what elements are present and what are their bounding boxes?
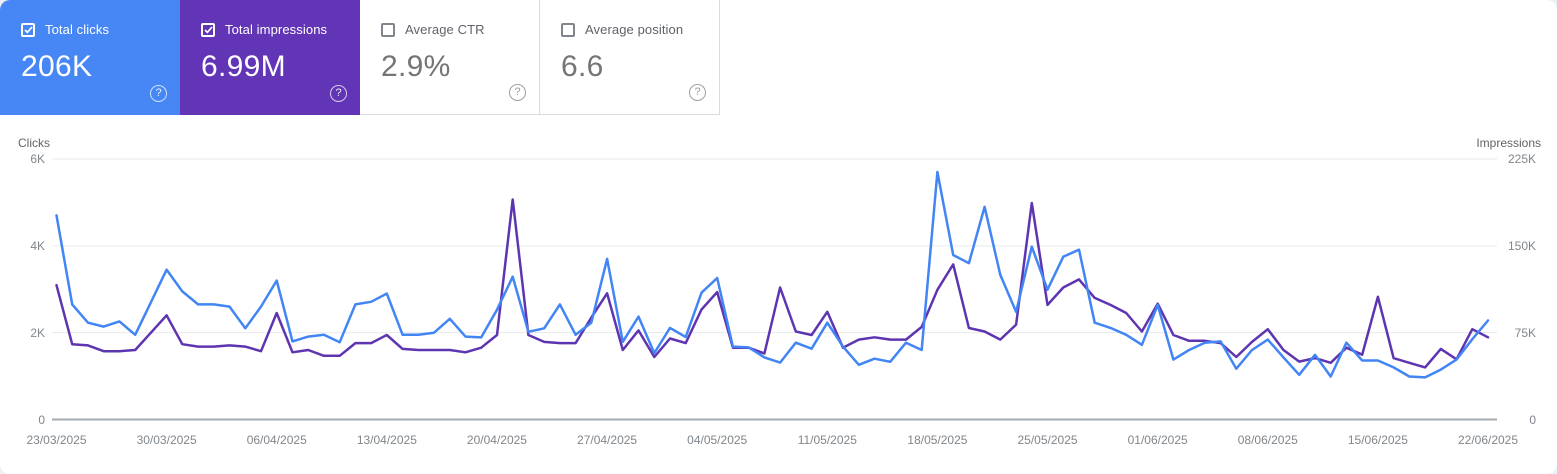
y-axis-tick-left: 4K (30, 238, 45, 253)
total-impressions-checkbox[interactable] (201, 22, 215, 37)
total-impressions-value: 6.99M (201, 50, 286, 83)
x-axis-tick: 20/04/2025 (466, 433, 527, 447)
x-axis-tick: 08/06/2025 (1237, 433, 1298, 447)
average-ctr-card-header: Average CTR (381, 22, 539, 37)
x-axis-tick: 13/04/2025 (356, 433, 417, 447)
x-axis-tick: 25/05/2025 (1017, 433, 1078, 447)
x-axis-tick: 01/06/2025 (1127, 433, 1188, 447)
average-ctr-value: 2.9% (381, 50, 451, 83)
x-axis-tick: 27/04/2025 (577, 433, 638, 447)
y-axis-tick-right: 75K (1514, 325, 1536, 340)
checkmark-icon (203, 25, 213, 34)
average-ctr-card[interactable]: Average CTR 2.9% ? (360, 0, 540, 115)
average-position-card-header: Average position (561, 22, 719, 37)
x-axis-tick: 23/03/2025 (26, 433, 87, 447)
average-position-value: 6.6 (561, 50, 604, 83)
average-position-checkbox[interactable] (561, 22, 575, 37)
x-axis-tick: 15/06/2025 (1347, 433, 1408, 447)
average-position-label: Average position (585, 22, 684, 37)
y-axis-tick-right: 225K (1507, 152, 1536, 166)
total-clicks-card-header: Total clicks (21, 22, 180, 37)
y-axis-tick-left: 6K (30, 152, 45, 166)
y-axis-tick-right: 0 (1529, 412, 1536, 427)
help-icon[interactable]: ? (330, 85, 347, 102)
total-impressions-card-header: Total impressions (201, 22, 360, 37)
metric-cards: Total clicks 206K ? Total impressions 6.… (0, 0, 720, 115)
help-icon[interactable]: ? (509, 84, 526, 101)
y-axis-tick-right: 150K (1507, 238, 1536, 253)
x-axis-tick: 18/05/2025 (907, 433, 968, 447)
x-axis-tick: 22/06/2025 (1457, 433, 1519, 447)
average-position-card[interactable]: Average position 6.6 ? (540, 0, 720, 115)
total-impressions-card[interactable]: Total impressions 6.99M ? (180, 0, 360, 115)
help-icon[interactable]: ? (150, 85, 167, 102)
x-axis-tick: 30/03/2025 (136, 433, 197, 447)
total-clicks-card[interactable]: Total clicks 206K ? (0, 0, 180, 115)
total-clicks-value: 206K (21, 50, 93, 83)
chart-plot-area[interactable] (52, 150, 1497, 420)
checkmark-icon (23, 25, 33, 34)
x-axis-tick: 11/05/2025 (797, 433, 857, 447)
total-clicks-label: Total clicks (45, 22, 110, 37)
y-axis-tick-left: 2K (30, 325, 45, 340)
x-axis-tick: 04/05/2025 (687, 433, 748, 447)
total-clicks-checkbox[interactable] (21, 22, 35, 37)
average-ctr-label: Average CTR (405, 22, 485, 37)
x-axis-tick: 06/04/2025 (246, 433, 307, 447)
right-axis-title: Impressions (1476, 136, 1541, 150)
total-impressions-label: Total impressions (225, 22, 328, 37)
left-axis-title: Clicks (18, 136, 50, 150)
y-axis-tick-left: 0 (38, 412, 45, 427)
help-icon[interactable]: ? (689, 84, 706, 101)
average-ctr-checkbox[interactable] (381, 22, 395, 37)
